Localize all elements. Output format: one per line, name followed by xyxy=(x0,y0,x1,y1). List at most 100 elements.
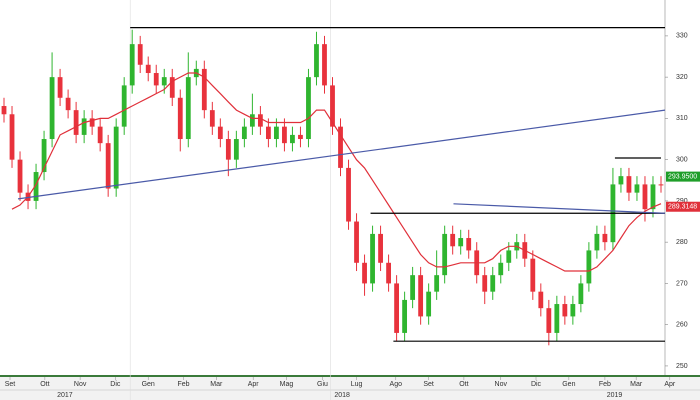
y-tick-label: 260 xyxy=(676,322,688,329)
x-tick-label: Gen xyxy=(142,381,155,388)
candle-body xyxy=(594,233,600,251)
candle-body xyxy=(201,68,207,111)
candle-body xyxy=(298,134,303,140)
candle-body xyxy=(209,110,215,127)
candle-body xyxy=(418,275,424,317)
candle-body xyxy=(322,44,327,86)
candle-body xyxy=(266,126,271,140)
candle-body xyxy=(578,283,584,305)
x-tick-label: Apr xyxy=(248,381,260,388)
price-tag-box xyxy=(666,201,700,212)
candle-body xyxy=(370,233,375,284)
candle-body xyxy=(81,118,87,135)
candle-body xyxy=(458,238,464,247)
candle-body xyxy=(426,291,432,317)
candle-body xyxy=(129,44,135,86)
x-tick-label: Mar xyxy=(630,381,643,388)
candle-body xyxy=(314,44,319,78)
candle-body xyxy=(169,77,175,98)
price-tag: 293.9500 xyxy=(668,173,697,180)
candle-body xyxy=(626,176,632,193)
candle-body xyxy=(177,97,183,140)
candle-body xyxy=(338,126,343,168)
candle-body xyxy=(570,304,576,317)
trendline xyxy=(453,203,666,214)
y-tick-label: 270 xyxy=(676,280,688,287)
x-tick-label: Set xyxy=(5,381,16,388)
candle-body xyxy=(554,304,560,333)
x-tick-label: Feb xyxy=(177,381,189,388)
candle-body xyxy=(257,114,263,127)
y-tick-label: 290 xyxy=(676,198,688,205)
moving-average xyxy=(11,72,662,272)
candle-body xyxy=(506,250,512,263)
candle-body xyxy=(49,77,55,140)
candle-body xyxy=(442,233,448,276)
candle-body xyxy=(466,238,472,251)
candle-body xyxy=(394,283,399,333)
candle-body xyxy=(642,184,648,210)
candle-body xyxy=(33,172,39,201)
price-tag-box xyxy=(666,171,700,182)
candle-body xyxy=(658,184,664,186)
candle-body xyxy=(105,143,111,189)
candle-body xyxy=(89,118,95,127)
candle-body xyxy=(402,299,408,333)
candle-body xyxy=(217,126,223,140)
candle-body xyxy=(113,126,119,189)
x-tick-label: Ott xyxy=(40,381,49,388)
candle-body xyxy=(618,176,624,185)
x-tick-label: Lug xyxy=(351,381,363,388)
candle-body xyxy=(346,167,351,222)
y-tick-label: 320 xyxy=(676,74,688,81)
candle-body xyxy=(450,233,456,247)
candle-body xyxy=(490,275,496,292)
x-tick-label: Mar xyxy=(210,381,223,388)
trendline xyxy=(17,109,666,200)
x-tick-label: Apr xyxy=(664,381,676,388)
y-tick-label: 310 xyxy=(676,115,688,122)
y-tick-label: 280 xyxy=(676,239,688,246)
candle-body xyxy=(65,97,71,111)
candle-body xyxy=(410,275,416,300)
x-tick-label: Set xyxy=(423,381,434,388)
x-tick-label: Gen xyxy=(562,381,575,388)
candle-body xyxy=(249,114,255,127)
x-tick-label: Giu xyxy=(317,381,328,388)
candle-body xyxy=(97,126,103,144)
candle-body xyxy=(57,77,63,98)
candle-body xyxy=(498,262,504,276)
candle-body xyxy=(145,64,151,74)
x-axis-band xyxy=(0,375,700,400)
candle-body xyxy=(362,262,367,284)
x-tick-label: Ago xyxy=(390,381,403,388)
year-label: 2017 xyxy=(57,392,73,399)
x-tick-label: Ott xyxy=(459,381,468,388)
candle-body xyxy=(650,184,656,210)
candle-body xyxy=(121,85,127,127)
candle-body xyxy=(137,44,143,65)
candle-body xyxy=(73,110,79,135)
x-tick-label: Dic xyxy=(531,381,542,388)
candle-body xyxy=(434,275,440,292)
candle-body xyxy=(586,250,592,284)
price-tag: 289.3148 xyxy=(668,204,697,211)
candle-body xyxy=(1,106,7,115)
x-tick-label: Nov xyxy=(74,381,87,388)
candle-body xyxy=(538,291,544,309)
x-tick-label: Nov xyxy=(495,381,508,388)
candle-body xyxy=(225,139,231,160)
candle-body xyxy=(330,85,335,127)
candle-body xyxy=(185,77,191,140)
candle-body xyxy=(602,233,608,243)
x-tick-label: Feb xyxy=(599,381,611,388)
candle-body xyxy=(562,304,568,317)
year-label: 2019 xyxy=(607,392,623,399)
candle-body xyxy=(634,184,640,193)
candle-body xyxy=(17,159,23,193)
y-tick-label: 300 xyxy=(676,156,688,163)
candle-body xyxy=(290,134,295,144)
candle-body xyxy=(274,126,279,140)
candle-body xyxy=(354,221,359,263)
